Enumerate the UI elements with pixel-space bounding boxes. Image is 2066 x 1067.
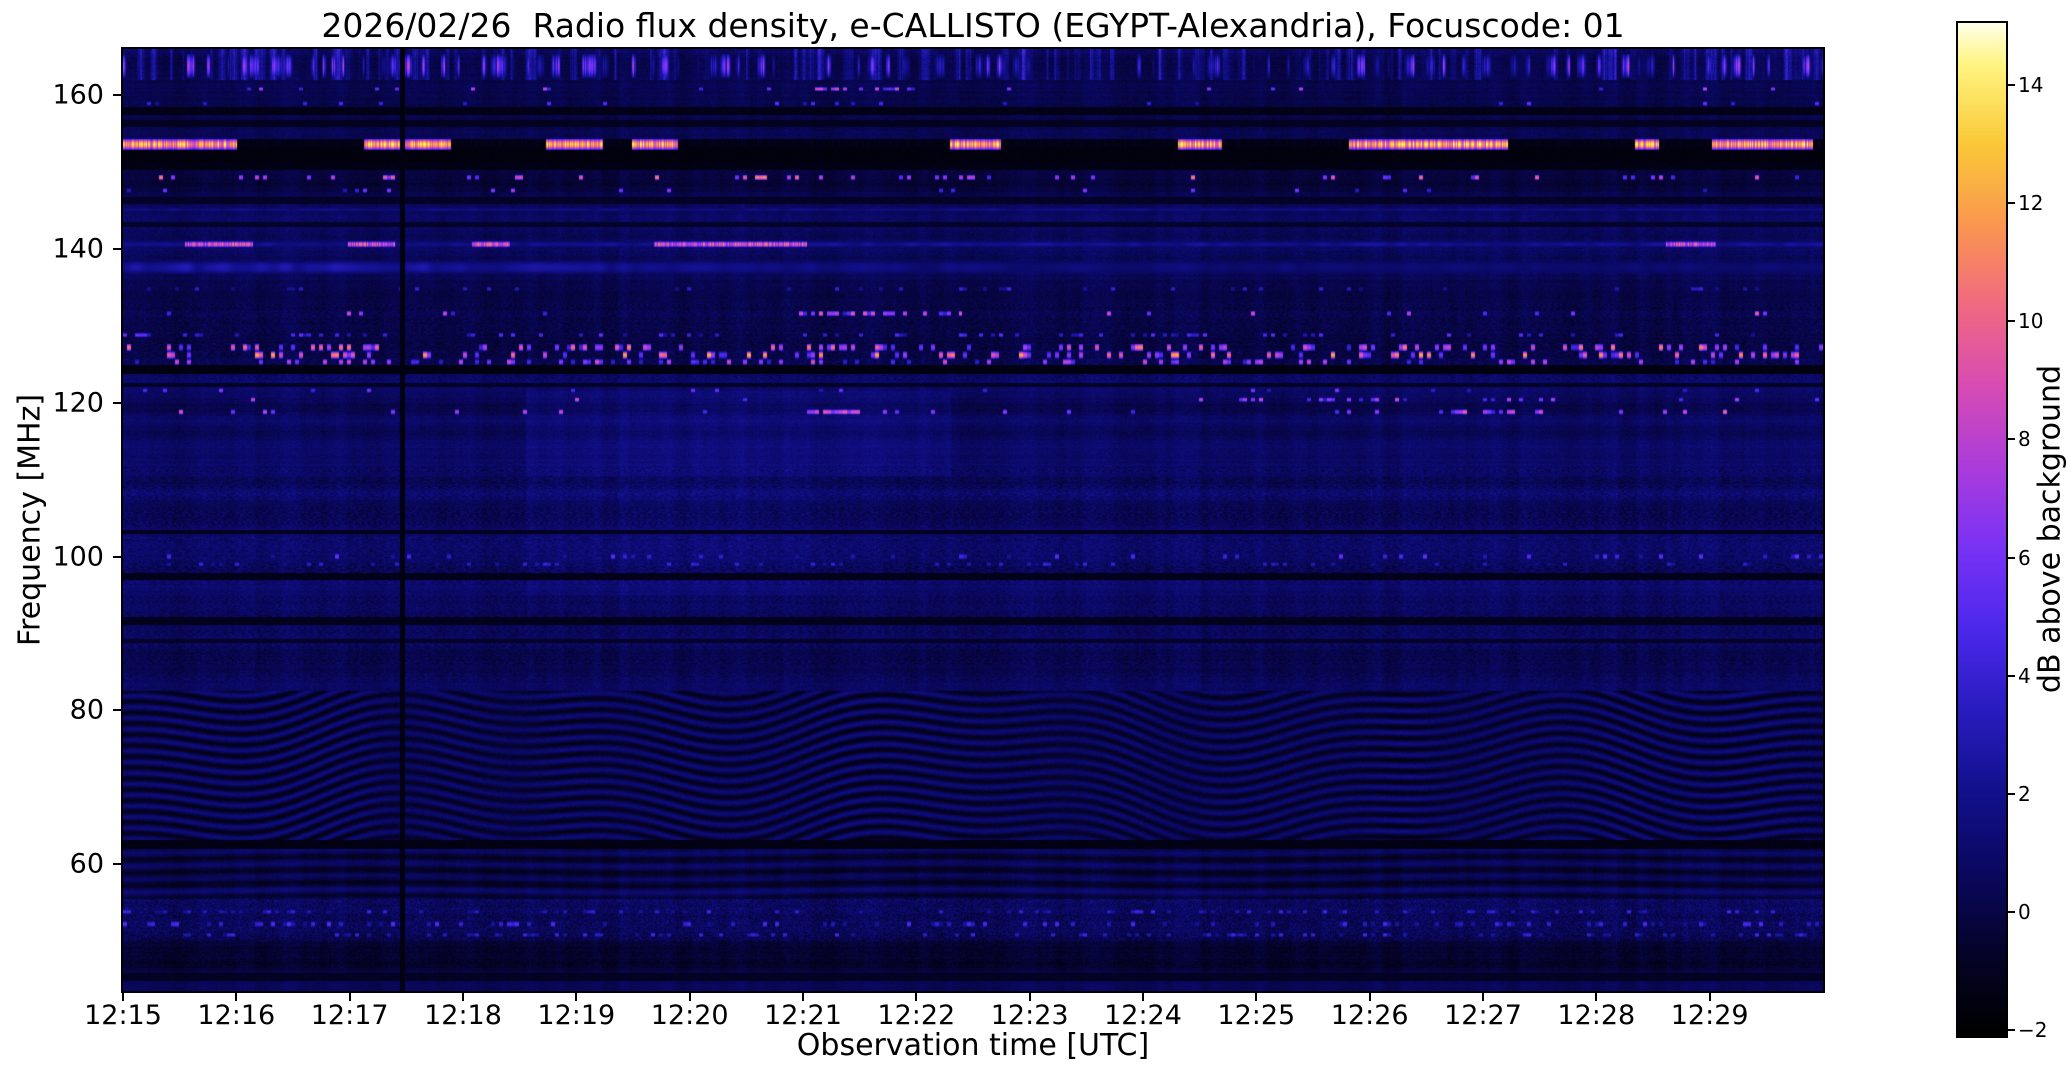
x-tick-mark	[1482, 993, 1484, 1001]
x-tick-mark	[122, 993, 124, 1001]
y-axis-label: Frequency [MHz]	[12, 393, 48, 647]
y-tick-mark	[113, 401, 121, 404]
colorbar-tick-label: 12	[2018, 191, 2044, 216]
colorbar-tick-label: 8	[2018, 427, 2031, 452]
y-tick-label: 160	[52, 79, 104, 111]
colorbar-tick-label: 6	[2018, 545, 2031, 570]
colorbar-tick-mark	[2008, 792, 2015, 795]
colorbar-label: dB above background	[2032, 364, 2066, 694]
colorbar-tick-mark	[2008, 556, 2015, 559]
x-tick-mark	[688, 993, 691, 1001]
x-tick-label: 12:19	[537, 1000, 616, 1031]
colorbar-tick-label: 4	[2018, 663, 2031, 688]
colorbar-tick-label: 0	[2018, 899, 2031, 924]
x-tick-label: 12:22	[877, 1000, 956, 1031]
x-tick-mark	[348, 993, 351, 1001]
x-tick-label: 12:24	[1104, 1000, 1182, 1031]
colorbar-tick-label: 10	[2018, 309, 2044, 334]
x-tick-label: 12:27	[1444, 1000, 1522, 1031]
x-tick-label: 12:21	[764, 1000, 842, 1031]
y-tick-label: 120	[52, 387, 104, 419]
y-tick-mark	[113, 863, 121, 866]
y-tick-label: 60	[69, 848, 104, 880]
x-tick-mark	[1255, 993, 1258, 1001]
x-tick-mark	[915, 993, 918, 1001]
x-tick-mark	[575, 993, 578, 1001]
colorbar-tick-mark	[2008, 320, 2015, 323]
x-tick-mark	[1595, 993, 1598, 1001]
x-tick-mark	[462, 993, 464, 1001]
x-tick-label: 12:17	[310, 1000, 389, 1031]
colorbar-tick-label: −2	[2018, 1018, 2048, 1043]
x-tick-label: 12:16	[197, 1000, 276, 1031]
colorbar-tick-mark	[2008, 910, 2015, 913]
x-tick-mark	[1028, 993, 1031, 1001]
colorbar-canvas	[1958, 23, 2006, 1036]
x-tick-label: 12:18	[424, 1000, 502, 1031]
colorbar	[1956, 21, 2008, 1038]
x-tick-label: 12:25	[1217, 1000, 1296, 1031]
colorbar-tick-label: 14	[2018, 73, 2044, 98]
spectrogram-canvas	[123, 49, 1823, 991]
colorbar-tick-mark	[2008, 202, 2015, 205]
x-tick-label: 12:15	[84, 1000, 162, 1031]
y-tick-label: 100	[52, 541, 104, 573]
chart-title: 2026/02/26 Radio flux density, e-CALLIST…	[321, 6, 1625, 45]
y-tick-label: 80	[69, 694, 104, 726]
spectrogram-plot	[121, 47, 1825, 993]
colorbar-tick-mark	[2008, 438, 2015, 441]
x-tick-mark	[235, 993, 238, 1001]
x-tick-label: 12:26	[1330, 1000, 1409, 1031]
x-tick-mark	[1708, 993, 1711, 1001]
y-tick-mark	[113, 555, 121, 558]
y-tick-label: 140	[52, 233, 104, 265]
x-tick-label: 12:23	[990, 1000, 1069, 1031]
x-tick-mark	[1368, 993, 1371, 1001]
x-tick-label: 12:20	[650, 1000, 729, 1031]
x-tick-label: 12:29	[1670, 1000, 1749, 1031]
y-tick-mark	[113, 94, 121, 97]
x-tick-mark	[1142, 993, 1144, 1001]
y-tick-mark	[113, 247, 121, 250]
colorbar-tick-mark	[2008, 84, 2015, 87]
x-tick-mark	[802, 993, 804, 1001]
colorbar-tick-mark	[2008, 674, 2015, 677]
x-axis-label: Observation time [UTC]	[796, 1028, 1150, 1063]
colorbar-tick-label: 2	[2018, 781, 2031, 806]
colorbar-tick-mark	[2008, 1029, 2015, 1032]
x-tick-label: 12:28	[1557, 1000, 1636, 1031]
y-tick-mark	[113, 709, 121, 712]
